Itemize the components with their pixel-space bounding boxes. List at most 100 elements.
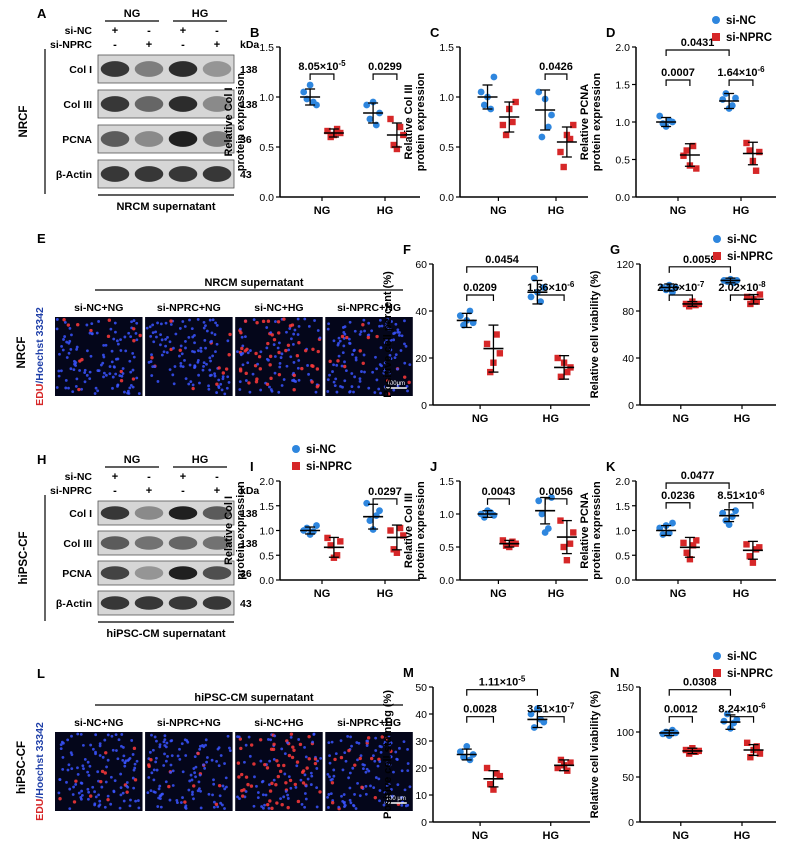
- hoechst-nucleus: [284, 790, 288, 793]
- blot-band: [202, 131, 232, 147]
- data-point-si-nc: [538, 133, 546, 141]
- blot-band: [134, 566, 164, 580]
- hoechst-nucleus: [295, 764, 299, 768]
- hoechst-nucleus: [70, 734, 73, 738]
- hoechst-nucleus: [326, 795, 330, 799]
- hoechst-nucleus: [102, 371, 106, 375]
- y-tick-label: 0.5: [259, 142, 274, 154]
- hoechst-nucleus: [358, 794, 362, 798]
- hoechst-nucleus: [149, 334, 153, 338]
- hoechst-nucleus: [238, 380, 242, 384]
- hoechst-nucleus: [288, 327, 292, 330]
- legend-label-si-nprc: si-NPRC: [727, 668, 773, 680]
- x-tick-label: NG: [673, 413, 690, 425]
- hoechst-nucleus: [343, 379, 347, 383]
- significance-bracket: [665, 79, 691, 86]
- edu-nucleus: [286, 805, 290, 810]
- treatment-sign: +: [214, 485, 220, 497]
- hoechst-nucleus: [337, 805, 341, 809]
- edu-nucleus: [361, 323, 365, 327]
- hoechst-nucleus: [106, 733, 110, 737]
- blot-band: [100, 131, 130, 147]
- treatment-sign: +: [146, 39, 152, 51]
- hoechst-nucleus: [70, 767, 74, 771]
- hoechst-nucleus: [291, 342, 295, 346]
- hoechst-nucleus: [160, 353, 164, 357]
- hoechst-nucleus: [154, 760, 158, 764]
- edu-nucleus: [295, 760, 300, 764]
- hoechst-nucleus: [88, 377, 92, 381]
- hoechst-nucleus: [171, 769, 175, 773]
- treatment-sign: +: [112, 25, 118, 37]
- treatment-label: si-NC: [65, 25, 93, 37]
- hoechst-nucleus: [205, 760, 208, 764]
- hoechst-nucleus: [205, 362, 208, 366]
- significance-bracket: [536, 294, 565, 302]
- hoechst-nucleus: [194, 775, 197, 779]
- hoechst-nucleus: [202, 321, 206, 324]
- hoechst-nucleus: [219, 382, 223, 386]
- edu-nucleus: [366, 335, 371, 340]
- hoechst-nucleus: [253, 775, 256, 779]
- hoechst-nucleus: [364, 792, 368, 796]
- blot-band: [202, 566, 232, 580]
- hoechst-nucleus: [169, 771, 172, 774]
- edu-nucleus: [252, 762, 256, 766]
- hoechst-nucleus: [191, 383, 195, 387]
- hoechst-nucleus: [110, 360, 114, 364]
- hoechst-nucleus: [268, 385, 271, 389]
- hoechst-nucleus: [348, 798, 352, 802]
- hoechst-nucleus: [94, 386, 98, 390]
- y-tick-label: 1.0: [439, 92, 454, 104]
- hoechst-nucleus: [132, 768, 136, 772]
- edu-nucleus: [292, 373, 296, 378]
- hoechst-nucleus: [155, 768, 159, 772]
- edu-nucleus: [125, 790, 129, 794]
- hoechst-nucleus: [377, 777, 381, 781]
- hoechst-nucleus: [208, 368, 212, 372]
- hoechst-nucleus: [303, 773, 307, 777]
- hoechst-nucleus: [86, 760, 90, 764]
- p-value-label: 0.0012: [664, 704, 698, 716]
- blot-band: [202, 596, 232, 610]
- hoechst-nucleus: [215, 759, 218, 763]
- hoechst-nucleus: [150, 374, 154, 377]
- data-point-si-nc: [376, 507, 383, 515]
- significance-bracket: [536, 716, 565, 723]
- hoechst-nucleus: [353, 375, 357, 379]
- data-point-si-nc: [728, 513, 736, 521]
- hoechst-nucleus: [133, 762, 137, 766]
- y-tick-label: 0.5: [615, 550, 630, 562]
- hoechst-nucleus: [326, 772, 330, 776]
- hoechst-nucleus: [260, 805, 264, 808]
- hoechst-nucleus: [122, 754, 126, 758]
- edu-nucleus: [290, 755, 295, 760]
- edu-nucleus: [330, 781, 335, 785]
- edu-nucleus: [76, 323, 80, 327]
- hoechst-nucleus: [363, 329, 366, 333]
- data-point-si-nc: [537, 298, 545, 305]
- edu-nucleus: [277, 331, 281, 335]
- hoechst-nucleus: [150, 353, 153, 357]
- hoechst-nucleus: [315, 767, 319, 770]
- hoechst-nucleus: [86, 787, 90, 791]
- edu-nucleus: [315, 385, 320, 389]
- hoechst-nucleus: [220, 388, 224, 392]
- hoechst-nucleus: [236, 795, 239, 799]
- data-point-si-nprc: [749, 559, 757, 566]
- hoechst-nucleus: [351, 353, 354, 356]
- legend-marker-si-nprc: [713, 252, 721, 260]
- micro-panel-e: E NRCM supernatant si-NC+NG si-NPRC+NG si-NC…: [16, 231, 413, 406]
- hoechst-nucleus: [179, 364, 183, 368]
- band-kda: 36: [240, 134, 252, 146]
- hoechst-nucleus: [348, 342, 352, 345]
- hoechst-nucleus: [165, 741, 169, 745]
- hoechst-nucleus: [158, 797, 162, 800]
- hoechst-nucleus: [164, 321, 168, 325]
- hoechst-nucleus: [75, 377, 79, 381]
- edu-nucleus: [270, 781, 274, 786]
- hoechst-nucleus: [328, 373, 331, 377]
- hoechst-nucleus: [352, 390, 355, 394]
- hoechst-nucleus: [212, 778, 215, 782]
- data-point-si-nc: [659, 531, 667, 538]
